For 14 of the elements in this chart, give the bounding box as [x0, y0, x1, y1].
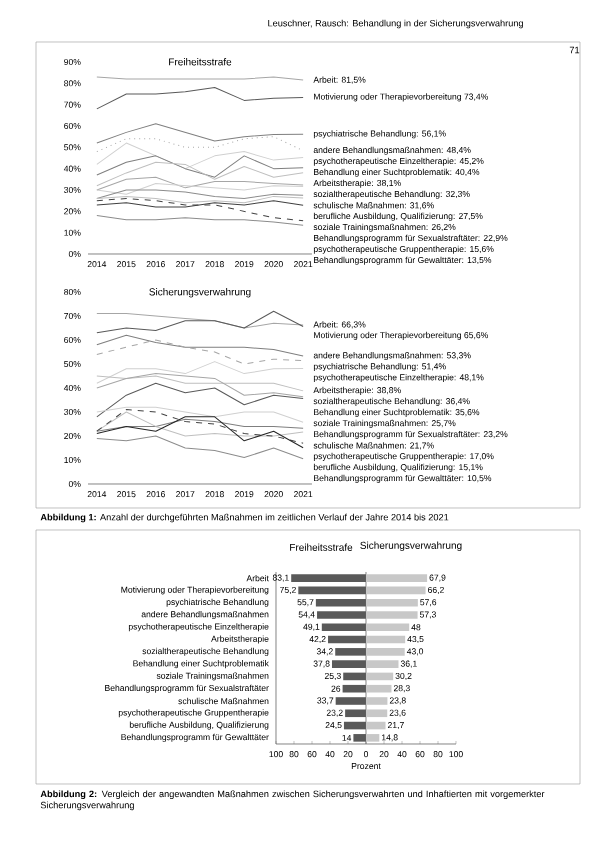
line-series	[96, 435, 304, 460]
line-series	[96, 310, 304, 334]
line-series	[96, 382, 304, 418]
line-series	[96, 161, 304, 187]
line-series	[96, 339, 304, 365]
line-series	[96, 87, 304, 110]
line-series	[96, 409, 304, 444]
line-series	[96, 155, 304, 178]
line-series	[96, 361, 304, 384]
line-series	[96, 416, 304, 449]
line-series	[96, 176, 304, 191]
line-series	[96, 136, 304, 153]
line-series	[96, 411, 304, 437]
line-series	[96, 418, 304, 432]
